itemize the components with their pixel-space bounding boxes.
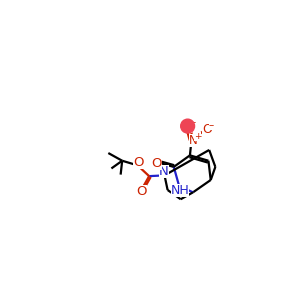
Text: +: + — [194, 132, 201, 141]
Text: N: N — [189, 134, 197, 147]
Text: O: O — [202, 123, 212, 136]
Text: O: O — [136, 185, 147, 198]
Text: –: – — [209, 120, 214, 130]
Text: NH: NH — [171, 184, 189, 197]
Text: –: – — [190, 117, 196, 127]
Text: O: O — [133, 156, 144, 169]
Circle shape — [181, 119, 195, 133]
Text: O: O — [152, 157, 162, 169]
Text: N: N — [159, 165, 169, 178]
Text: O: O — [183, 120, 192, 133]
